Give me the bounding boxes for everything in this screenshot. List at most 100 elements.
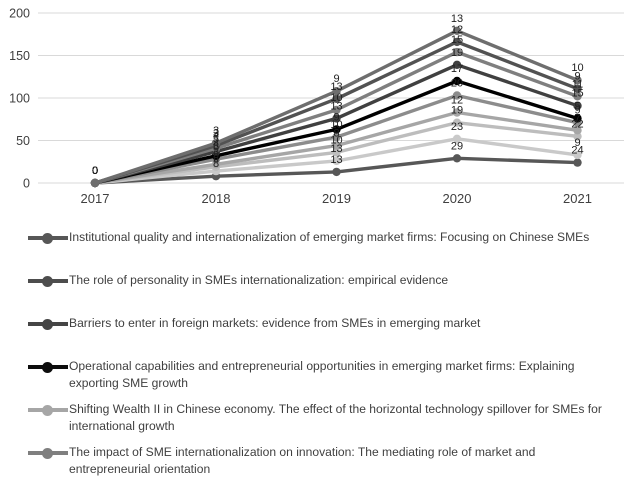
legend-item-label: Operational capabilities and entrepreneu… — [69, 359, 575, 390]
legend-marker-dot — [42, 361, 53, 373]
data-point-marker — [452, 76, 462, 86]
legend-item-label: The impact of SME internationalization o… — [69, 445, 536, 476]
x-tick-label: 2017 — [81, 191, 110, 206]
legend-marker-dot — [42, 404, 53, 416]
legend-item-label: Barriers to enter in foreign markets: ev… — [69, 316, 481, 330]
data-label: 5 — [213, 149, 219, 161]
legend-series-marker-icon — [28, 272, 68, 289]
chart-legend: Institutional quality and internationali… — [28, 229, 620, 478]
y-tick-label: 50 — [16, 134, 30, 148]
data-point-marker — [332, 141, 341, 150]
legend-series-marker-icon — [28, 401, 68, 418]
data-label: 4 — [213, 138, 219, 150]
legend-series-marker-icon — [28, 229, 68, 246]
data-label: 12 — [451, 24, 463, 36]
data-label: 13 — [451, 13, 463, 25]
data-label: 12 — [451, 95, 463, 107]
y-tick-label: 100 — [9, 92, 30, 106]
data-point-marker — [573, 126, 582, 135]
data-point-marker — [90, 178, 100, 188]
data-point-marker — [573, 158, 582, 167]
data-point-marker — [211, 138, 221, 148]
data-label: 4 — [213, 130, 219, 142]
data-label: 10 — [330, 119, 342, 131]
legend-marker-dot — [42, 275, 53, 287]
x-tick-label: 2019 — [322, 191, 351, 206]
data-label: 9 — [333, 111, 339, 123]
data-label: 0 — [92, 165, 98, 177]
data-label: 5 — [213, 134, 219, 146]
data-point-marker — [573, 76, 582, 85]
data-label: 15 — [571, 88, 583, 100]
y-tick-label: 0 — [23, 177, 30, 191]
data-point-marker — [573, 84, 582, 93]
data-label: 9 — [333, 73, 339, 85]
data-label: 13 — [330, 100, 342, 112]
data-point-marker — [452, 37, 462, 47]
data-label: 19 — [451, 47, 463, 59]
data-label: 10 — [330, 134, 342, 146]
data-label: 7 — [574, 112, 580, 124]
data-label: 6 — [213, 141, 219, 153]
data-point-marker — [452, 108, 462, 117]
data-point-marker — [332, 156, 341, 166]
data-label: 10 — [571, 62, 583, 74]
data-label: 5 — [574, 100, 580, 112]
data-point-marker — [452, 91, 462, 100]
data-label: 13 — [330, 154, 342, 166]
y-tick-label: 150 — [9, 49, 30, 63]
data-label: 0 — [92, 165, 98, 177]
data-point-marker — [573, 92, 582, 101]
data-label: 15 — [451, 34, 463, 46]
data-point-marker — [452, 154, 462, 163]
data-label: 0 — [92, 165, 98, 177]
data-label: 8 — [213, 158, 219, 170]
data-point-marker — [332, 167, 341, 177]
legend-item: The impact of SME internationalization o… — [28, 444, 620, 478]
data-label: 10 — [330, 92, 342, 104]
legend-series-marker-icon — [28, 358, 68, 375]
data-label: 9 — [574, 137, 580, 149]
data-point-marker — [332, 105, 341, 115]
data-label: 22 — [571, 118, 583, 130]
data-label: 19 — [451, 105, 463, 117]
data-point-marker — [332, 87, 341, 96]
data-label: 3 — [213, 125, 219, 137]
legend-item: Operational capabilities and entrepreneu… — [28, 358, 620, 392]
data-label: 0 — [92, 165, 98, 177]
data-label: 0 — [92, 165, 98, 177]
data-label: 11 — [572, 78, 583, 90]
data-label: 24 — [571, 145, 583, 157]
legend-series-marker-icon — [28, 315, 68, 332]
data-label: 20 — [451, 78, 463, 90]
x-tick-label: 2021 — [563, 191, 592, 206]
data-label: 23 — [451, 121, 463, 133]
legend-item-label: Shifting Wealth II in Chinese economy. T… — [69, 402, 602, 433]
data-label: 0 — [92, 165, 98, 177]
data-point-marker — [332, 125, 341, 134]
x-tick-label: 2020 — [443, 191, 472, 206]
data-point-marker — [332, 94, 341, 104]
legend-item: The role of personality in SMEs internat… — [28, 272, 620, 289]
x-tick-label: 2018 — [202, 191, 231, 206]
legend-marker-dot — [42, 232, 53, 244]
data-point-marker — [573, 101, 582, 110]
data-point-marker — [452, 118, 462, 127]
data-label: 3 — [213, 128, 219, 140]
legend-marker-dot — [42, 318, 53, 330]
data-label: 29 — [451, 140, 463, 152]
legend-item: Shifting Wealth II in Chinese economy. T… — [28, 401, 620, 435]
data-point-marker — [332, 148, 341, 157]
legend-item-label: Institutional quality and internationali… — [69, 230, 590, 244]
legend-item: Barriers to enter in foreign markets: ev… — [28, 315, 620, 332]
data-label: 0 — [92, 165, 98, 177]
data-point-marker — [452, 134, 462, 143]
data-label: 6 — [213, 153, 219, 165]
data-label: 0 — [92, 165, 98, 177]
data-point-marker — [573, 150, 582, 160]
data-label: 9 — [574, 105, 580, 117]
data-point-marker — [332, 132, 341, 142]
legend-item-label: The role of personality in SMEs internat… — [69, 273, 449, 287]
